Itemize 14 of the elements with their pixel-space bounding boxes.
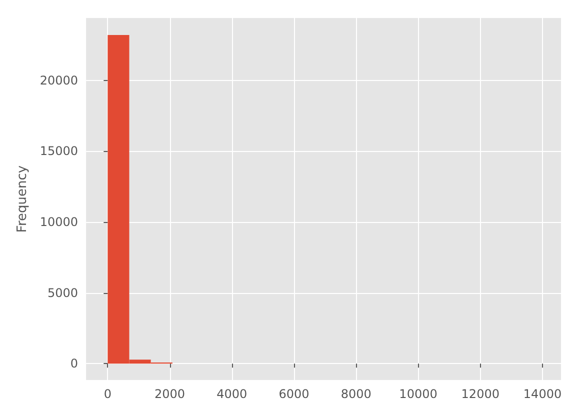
y-axis-title: Frequency (15, 165, 30, 233)
x-tick-label: 4000 (216, 387, 248, 401)
y-tick-label: 5000 (48, 286, 78, 300)
x-tick-label: 0 (104, 387, 112, 401)
x-tick-label: 2000 (154, 387, 186, 401)
x-tick-label: 6000 (278, 387, 310, 401)
y-tick-label: 10000 (40, 214, 78, 229)
x-tick-label: 8000 (340, 387, 372, 401)
x-tick-label: 10000 (399, 387, 438, 401)
x-tick-label: 12000 (461, 387, 500, 401)
x-tick-label: 14000 (523, 387, 562, 401)
y-tick-label: 20000 (40, 73, 78, 88)
y-tick-label: 15000 (40, 144, 78, 158)
y-tick-label: 0 (70, 356, 78, 371)
